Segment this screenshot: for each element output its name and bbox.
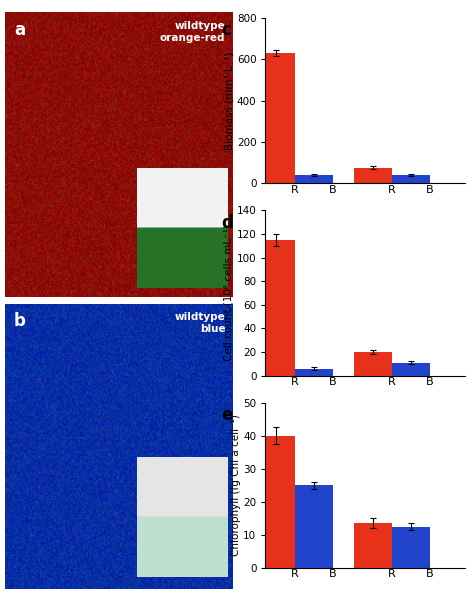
Text: wildtype: wildtype [290,422,337,432]
Bar [295,175,333,183]
Text: d: d [222,213,234,231]
Text: PAL: PAL [401,422,420,432]
Text: wildtype: wildtype [290,230,337,240]
Bar [257,240,295,376]
Bar [392,526,429,568]
Bar [257,436,295,568]
Bar [392,362,429,376]
Y-axis label: Chlorophyll (fg Chl a cell⁻¹): Chlorophyll (fg Chl a cell⁻¹) [230,414,240,557]
Text: b: b [14,312,26,330]
Text: wildtype
orange-red: wildtype orange-red [160,20,226,43]
Bar [354,523,392,568]
Bar [354,352,392,376]
Bar [392,175,429,183]
Text: PAL: PAL [401,230,420,240]
Bar [295,486,333,568]
Text: e: e [222,406,233,424]
Bar [295,368,333,376]
Y-axis label: Biomass (mm³ L⁻¹): Biomass (mm³ L⁻¹) [224,52,234,150]
Text: a: a [14,20,25,38]
Bar [354,168,392,183]
Y-axis label: Cell count (10⁶ cells mL⁻¹): Cell count (10⁶ cells mL⁻¹) [224,225,234,361]
Text: c: c [222,21,231,39]
Text: wildtype
blue: wildtype blue [175,312,226,335]
Bar [257,53,295,183]
